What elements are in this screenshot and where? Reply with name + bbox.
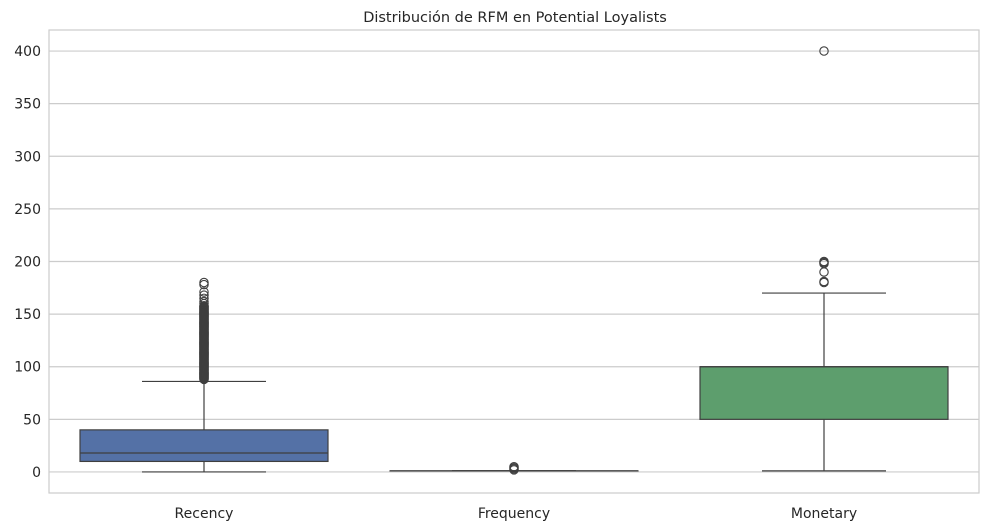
outlier-point [819, 46, 829, 56]
outlier-point [509, 461, 519, 472]
chart-title: Distribución de RFM en Potential Loyalis… [363, 10, 667, 26]
y-tick-label: 400 [14, 44, 41, 60]
box-frequency [389, 461, 639, 475]
outlier-point [199, 287, 209, 297]
outlier-point [199, 296, 209, 307]
y-tick-label: 350 [14, 97, 41, 113]
outlier-point [199, 277, 209, 288]
outlier-point [819, 256, 829, 267]
y-tick-label: 250 [14, 202, 41, 218]
outlier-point [199, 290, 209, 300]
outlier-point [199, 293, 209, 304]
boxes [79, 46, 949, 475]
x-axis-ticks: Recency Frequency Monetary [175, 506, 858, 522]
y-tick-label: 300 [14, 149, 41, 165]
y-tick-label: 100 [14, 360, 41, 376]
y-tick-label: 200 [14, 255, 41, 271]
y-tick-label: 50 [23, 412, 41, 428]
y-tick-label: 150 [14, 307, 41, 323]
box-iqr [79, 429, 329, 463]
y-axis-ticks: 0 50 100 150 200 250 300 350 400 [14, 44, 41, 481]
x-tick-label: Monetary [791, 506, 857, 522]
x-tick-label: Frequency [478, 506, 550, 522]
box-iqr [699, 366, 949, 420]
box-recency [79, 277, 329, 473]
box-monetary [699, 46, 949, 472]
outlier-point [819, 267, 829, 277]
outlier-point [819, 276, 829, 287]
plot-frame [48, 29, 980, 494]
x-tick-label: Recency [175, 506, 234, 522]
y-tick-label: 0 [32, 465, 41, 481]
